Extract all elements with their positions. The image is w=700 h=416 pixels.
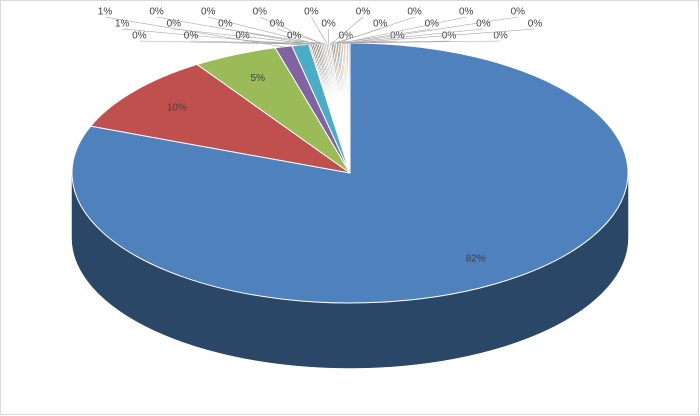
data-label: 0% [459, 7, 474, 18]
data-label: 0% [270, 19, 285, 30]
data-label: 1% [115, 19, 130, 30]
data-label: 0% [287, 31, 302, 42]
leader-line [190, 40, 315, 45]
leader-line [294, 40, 326, 44]
data-label: 0% [528, 19, 543, 30]
data-label: 0% [356, 7, 371, 18]
leader-line [225, 28, 319, 45]
data-label: 0% [390, 31, 405, 42]
leader-line [331, 16, 364, 44]
data-label: 0% [132, 31, 147, 42]
data-label: 0% [511, 7, 526, 18]
data-label: 0% [304, 7, 319, 18]
data-label: 0% [493, 31, 508, 42]
data-label: 82% [466, 253, 486, 264]
data-label: 0% [339, 31, 354, 42]
leader-line [173, 28, 314, 45]
leader-line [208, 16, 317, 45]
data-label: 0% [149, 7, 164, 18]
leader-line [139, 40, 310, 45]
data-label: 0% [442, 31, 457, 42]
leader-line [347, 16, 518, 44]
slice [89, 63, 351, 174]
data-label: 0% [321, 19, 336, 30]
leader-line [311, 16, 328, 44]
leader-line [349, 28, 536, 44]
data-label: 0% [184, 31, 199, 42]
data-label: 10% [167, 102, 187, 113]
leader-line [122, 28, 301, 46]
data-label: 0% [407, 7, 422, 18]
leader-line [276, 28, 324, 44]
data-label: 0% [476, 19, 491, 30]
leader-line [242, 40, 320, 45]
leader-line [336, 16, 415, 44]
leader-line [259, 16, 322, 44]
data-label: 0% [253, 7, 268, 18]
data-label: 0% [235, 31, 250, 42]
data-label: 0% [373, 19, 388, 30]
leader-line [342, 16, 467, 44]
data-label: 0% [218, 19, 233, 30]
data-label: 0% [167, 19, 182, 30]
data-label: 1% [98, 7, 113, 18]
data-label: 0% [201, 7, 216, 18]
leader-line [343, 28, 484, 44]
leader-line [345, 40, 501, 44]
data-label: 5% [251, 73, 266, 84]
leader-line [104, 16, 284, 48]
